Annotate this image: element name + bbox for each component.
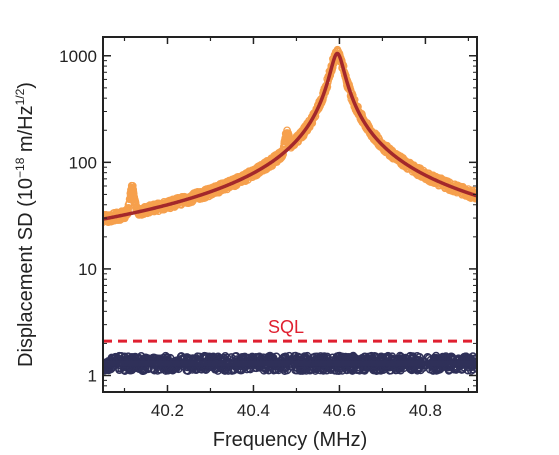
x-tick-label: 40.4: [237, 401, 270, 420]
background-point: [415, 353, 424, 362]
background-point: [416, 365, 425, 375]
background-point: [376, 366, 386, 375]
background-point: [290, 352, 299, 361]
sql-label: SQL: [268, 317, 304, 337]
background-point: [396, 366, 405, 375]
y-axis-label: Displacement SD (10−18 m/Hz1/2): [13, 82, 37, 367]
y-axis-label-close: ): [15, 82, 37, 89]
x-axis-label: Frequency (MHz): [213, 429, 367, 451]
background-point: [103, 365, 109, 375]
background-point: [370, 351, 379, 361]
data-point: [128, 185, 135, 193]
plot-frame: [102, 36, 478, 393]
fit-line: [103, 51, 477, 221]
y-axis-label-exponent: −18: [13, 157, 27, 178]
data-point: [124, 203, 133, 212]
background-series: [103, 351, 477, 375]
background-point: [272, 352, 281, 361]
x-tick-label: 40.8: [409, 401, 442, 420]
background-point: [297, 366, 306, 375]
background-point: [349, 351, 358, 361]
background-point: [381, 353, 390, 362]
background-point: [303, 351, 312, 361]
data-series: [103, 45, 477, 226]
y-axis-label-unit-exponent: 1/2: [13, 88, 27, 105]
axis-ticks: 40.2 40.4 40.6 40.8 1 10 100 1000: [59, 37, 477, 420]
y-tick-label: 1: [88, 366, 97, 385]
y-tick-label: 10: [78, 260, 97, 279]
background-point: [267, 352, 276, 361]
y-tick-label: 100: [69, 153, 97, 172]
background-point: [205, 352, 214, 361]
data-point: [285, 133, 292, 140]
y-axis-label-unit: m/Hz: [15, 105, 37, 157]
x-tick-label: 40.6: [323, 401, 356, 420]
background-point: [195, 352, 204, 361]
background-point: [312, 352, 322, 361]
background-point: [337, 352, 347, 361]
background-band: [103, 360, 477, 367]
background-point: [438, 352, 447, 362]
y-tick-label: 1000: [59, 47, 97, 66]
plot-area: [103, 45, 477, 375]
data-point: [284, 130, 291, 137]
x-tick-label: 40.2: [151, 401, 184, 420]
background-point: [342, 365, 352, 375]
background-point: [397, 352, 406, 362]
y-axis-label-main: Displacement SD (10: [15, 178, 37, 367]
data-point: [281, 137, 289, 144]
